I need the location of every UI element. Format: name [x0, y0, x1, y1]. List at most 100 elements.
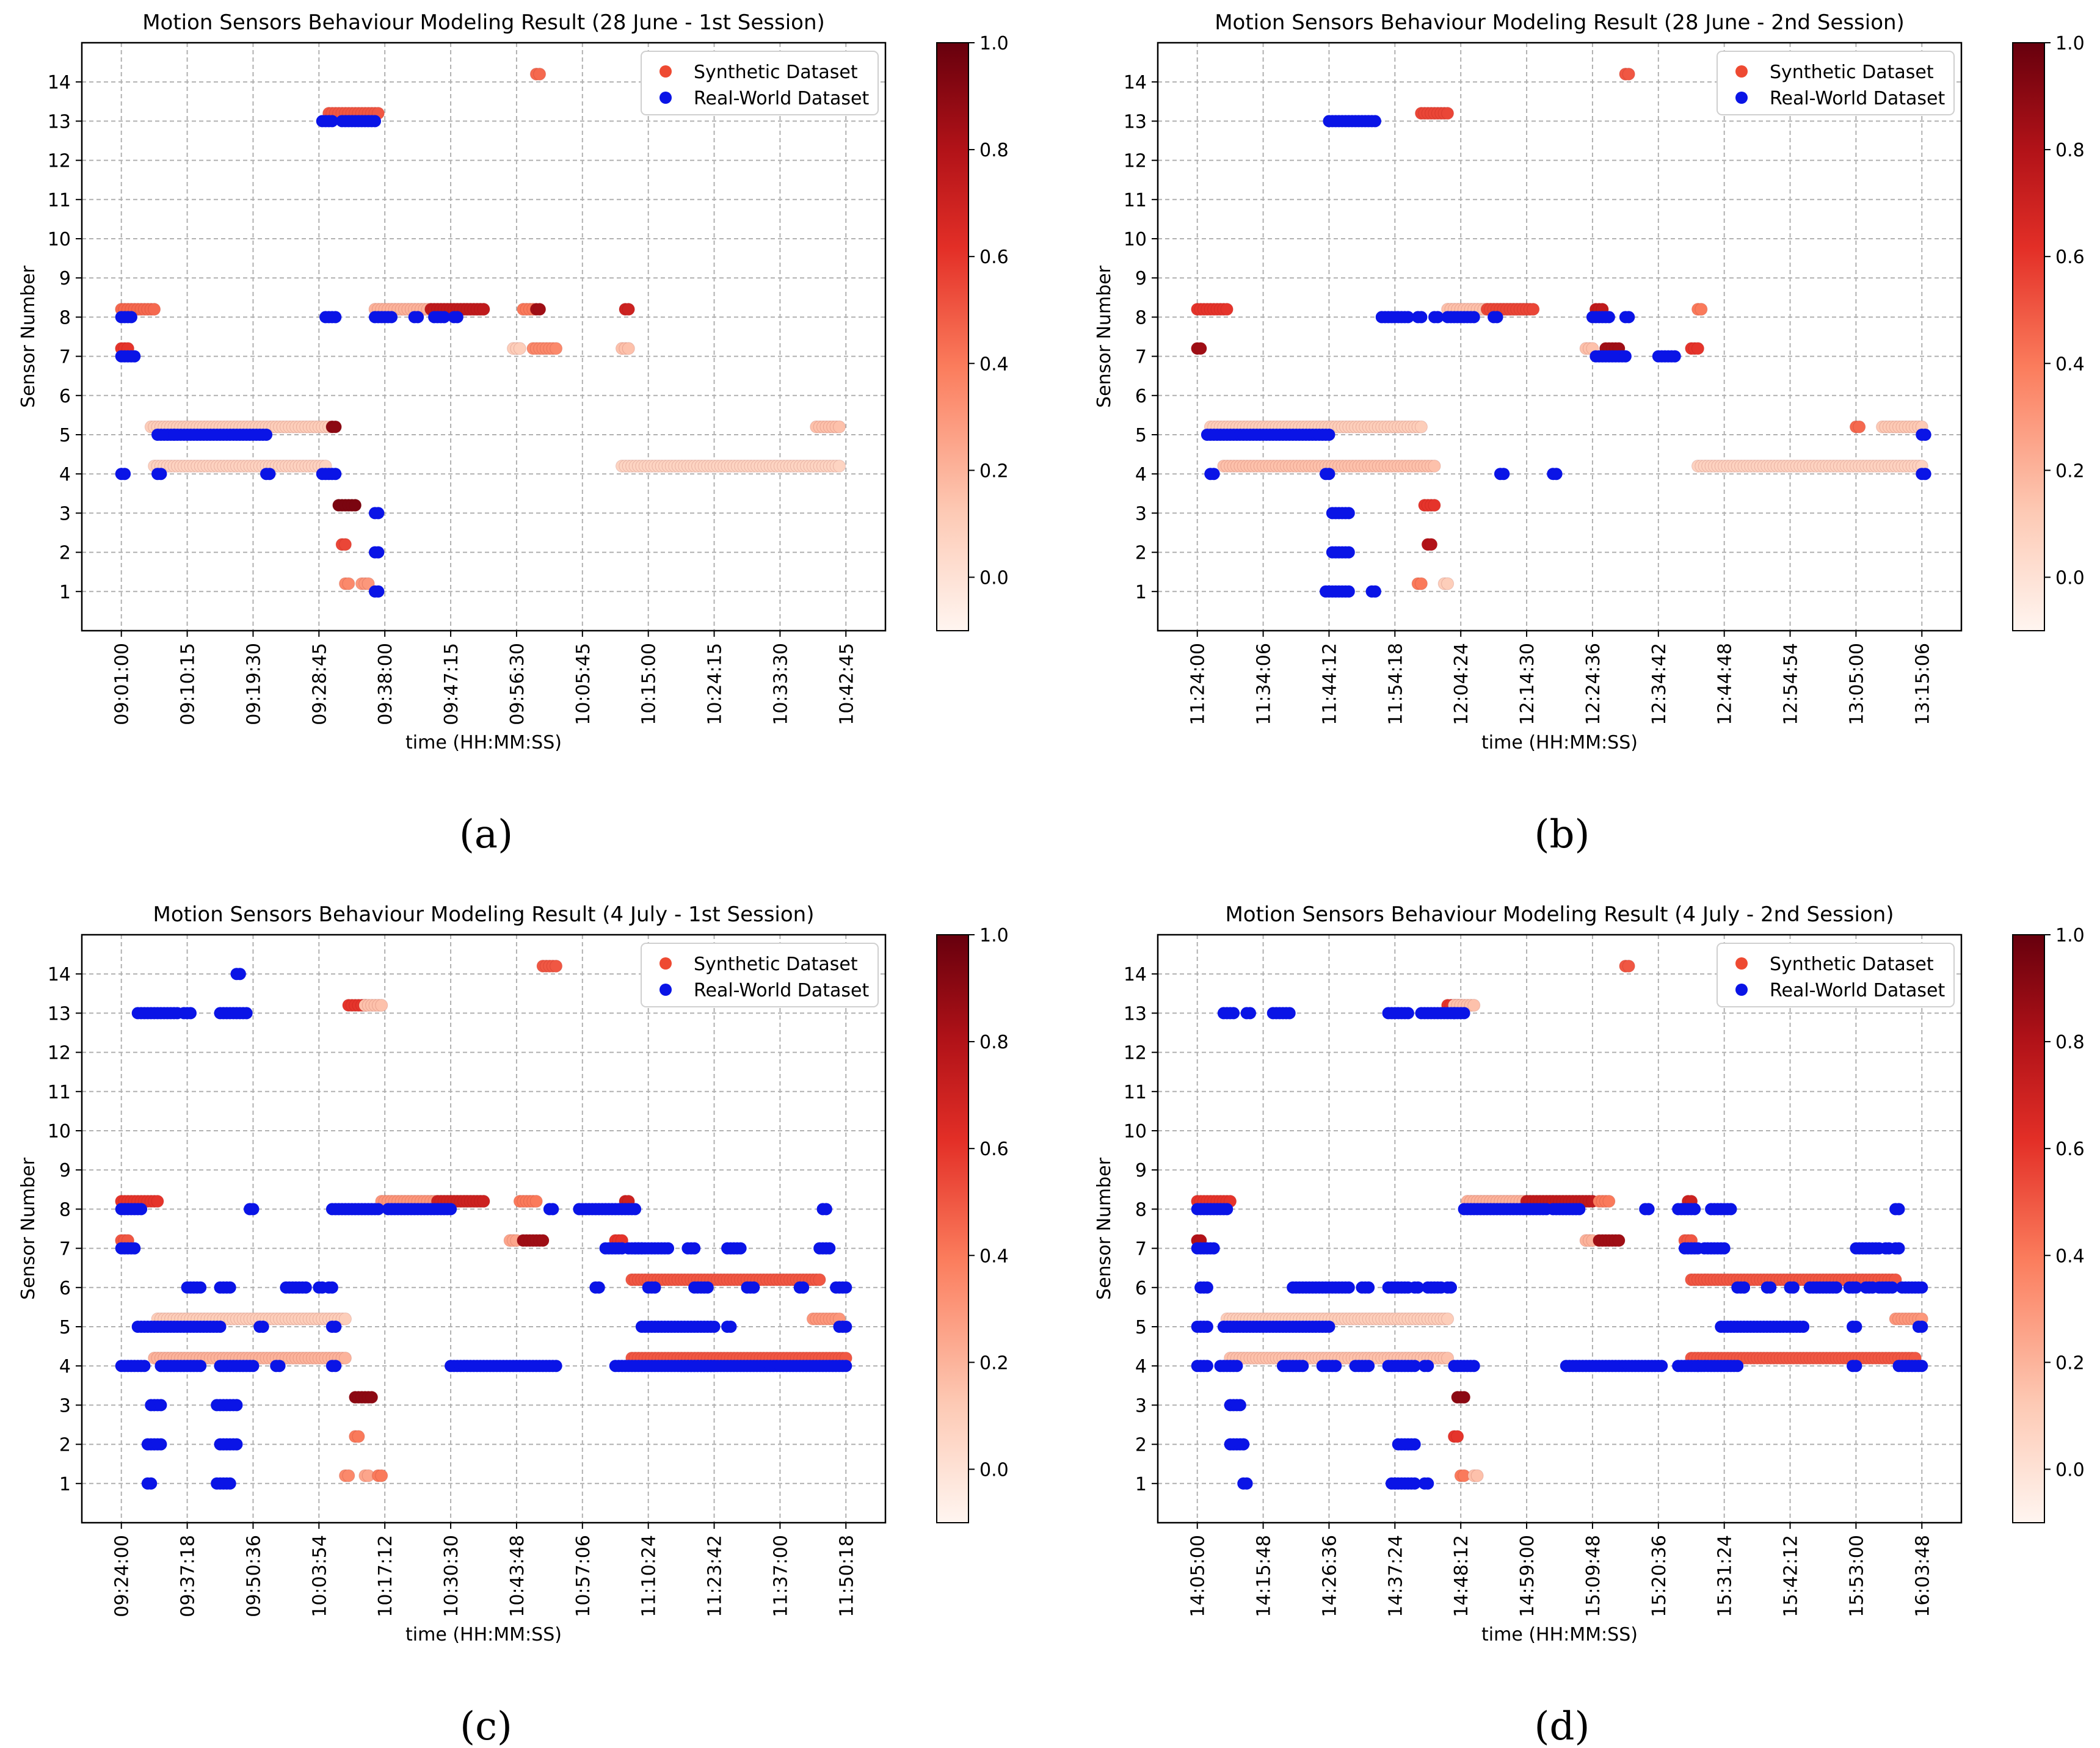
y-tick-label: 9 [59, 268, 71, 289]
real-point [1362, 1281, 1375, 1294]
real-point [223, 1477, 236, 1490]
real-point [688, 1242, 701, 1255]
real-point [724, 1321, 737, 1333]
real-series [1191, 1007, 1928, 1490]
colorbar-gradient [2012, 42, 2045, 631]
synthetic-point [1451, 1430, 1464, 1443]
colorbar-tick-label: 0.4 [2055, 1246, 2085, 1267]
y-tick-label: 7 [59, 1239, 71, 1260]
real-point [233, 968, 246, 981]
synthetic-point [1194, 342, 1207, 355]
real-point [263, 468, 276, 481]
synthetic-point [550, 959, 563, 973]
axes-frame [1157, 934, 1963, 1524]
x-tick-label: 09:56:30 [507, 643, 528, 725]
legend: Synthetic Dataset Real-World Dataset [1717, 943, 1955, 1007]
x-tick-label: 11:24:00 [1188, 643, 1209, 725]
legend-synthetic-marker [1735, 65, 1748, 78]
x-tick-label: 10:43:48 [507, 1535, 528, 1617]
legend-synthetic-marker [659, 65, 672, 78]
real-point [662, 1242, 675, 1255]
legend-real-marker [659, 92, 672, 104]
real-point [1401, 1007, 1414, 1020]
y-tick-label: 12 [1124, 151, 1147, 172]
x-tick-label: 09:10:15 [178, 643, 199, 725]
y-tick-label: 9 [1135, 268, 1147, 289]
real-point [1342, 507, 1355, 520]
legend-real-marker [659, 984, 672, 996]
y-tick-label: 7 [1135, 1239, 1147, 1260]
y-tick-label: 1 [59, 582, 71, 603]
x-tick-label: 11:34:06 [1254, 643, 1275, 725]
real-point [230, 1438, 243, 1451]
x-tick-label: 11:54:18 [1385, 643, 1406, 725]
colorbar-tick-label: 0.8 [2055, 1032, 2085, 1053]
real-point [230, 1399, 243, 1412]
real-point [247, 1203, 260, 1216]
real-point [329, 468, 342, 481]
grid [82, 43, 885, 631]
colorbar-tick-label: 0.0 [2055, 567, 2085, 589]
real-point [1850, 1321, 1862, 1333]
x-tick-label: 15:53:00 [1846, 1535, 1867, 1617]
real-point [1919, 468, 1931, 481]
real-point [1458, 1007, 1470, 1020]
y-tick-label: 7 [59, 347, 71, 368]
real-point [1718, 1242, 1731, 1255]
x-tick-label: 14:59:00 [1517, 1535, 1538, 1617]
real-point [247, 1360, 260, 1373]
real-series [1201, 115, 1931, 598]
real-point [194, 1360, 207, 1373]
y-tick-label: 3 [59, 1395, 71, 1416]
synthetic-point [338, 1351, 352, 1365]
x-tick-label: 10:33:30 [770, 643, 791, 725]
x-tick-label: 16:03:48 [1912, 1535, 1933, 1617]
x-tick-label: 10:15:00 [639, 643, 660, 725]
real-point [708, 1321, 721, 1333]
y-tick-label: 10 [1124, 1121, 1147, 1142]
y-tick-label: 5 [1135, 1317, 1147, 1338]
x-tick-label: 15:20:36 [1649, 1535, 1670, 1617]
real-point [1850, 1360, 1862, 1373]
real-point [840, 1321, 852, 1333]
synthetic-point [1622, 959, 1635, 973]
synthetic-point [338, 1312, 352, 1326]
colorbar-gradient [936, 42, 969, 631]
real-point [840, 1360, 852, 1373]
synthetic-point [329, 420, 342, 433]
real-point [214, 1321, 227, 1333]
x-tick-label: 11:50:18 [836, 1535, 857, 1617]
subfigure-caption: (b) [1535, 812, 1590, 857]
y-tick-label: 14 [48, 964, 71, 985]
real-point [1764, 1281, 1777, 1294]
y-axis-label: Sensor Number [18, 1157, 39, 1300]
real-point [1412, 1281, 1425, 1294]
colorbar: 1.0 0.8 0.6 0.4 0.2 0.0 [936, 33, 1009, 631]
panel-a: Motion Sensors Behaviour Modeling Result… [18, 10, 1009, 857]
synthetic-point [1220, 303, 1233, 316]
synthetic-series [115, 67, 846, 590]
x-tick-label: 09:01:00 [112, 643, 133, 725]
synthetic-point [1695, 303, 1708, 316]
y-tick-label: 1 [1135, 582, 1147, 603]
real-point [325, 115, 338, 128]
x-tick-label: 14:26:36 [1319, 1535, 1340, 1617]
subfigure-caption: (d) [1535, 1704, 1590, 1748]
colorbar-tick-label: 0.4 [2055, 354, 2085, 375]
y-tick-label: 13 [1124, 1003, 1147, 1025]
real-point [1201, 1321, 1213, 1333]
synthetic-point [536, 1234, 550, 1247]
y-axis-label: Sensor Number [1094, 265, 1115, 408]
synthetic-point [365, 1391, 379, 1404]
y-tick-label: 11 [48, 1082, 71, 1103]
real-point [1724, 1203, 1737, 1216]
synthetic-point [550, 342, 563, 355]
axes-frame [81, 42, 887, 632]
y-tick-label: 13 [48, 1003, 71, 1025]
chart-title: Motion Sensors Behaviour Modeling Result… [1225, 902, 1894, 927]
y-tick-label: 14 [48, 72, 71, 93]
real-point [1916, 1281, 1928, 1294]
real-point [372, 546, 385, 559]
real-point [1342, 546, 1355, 559]
